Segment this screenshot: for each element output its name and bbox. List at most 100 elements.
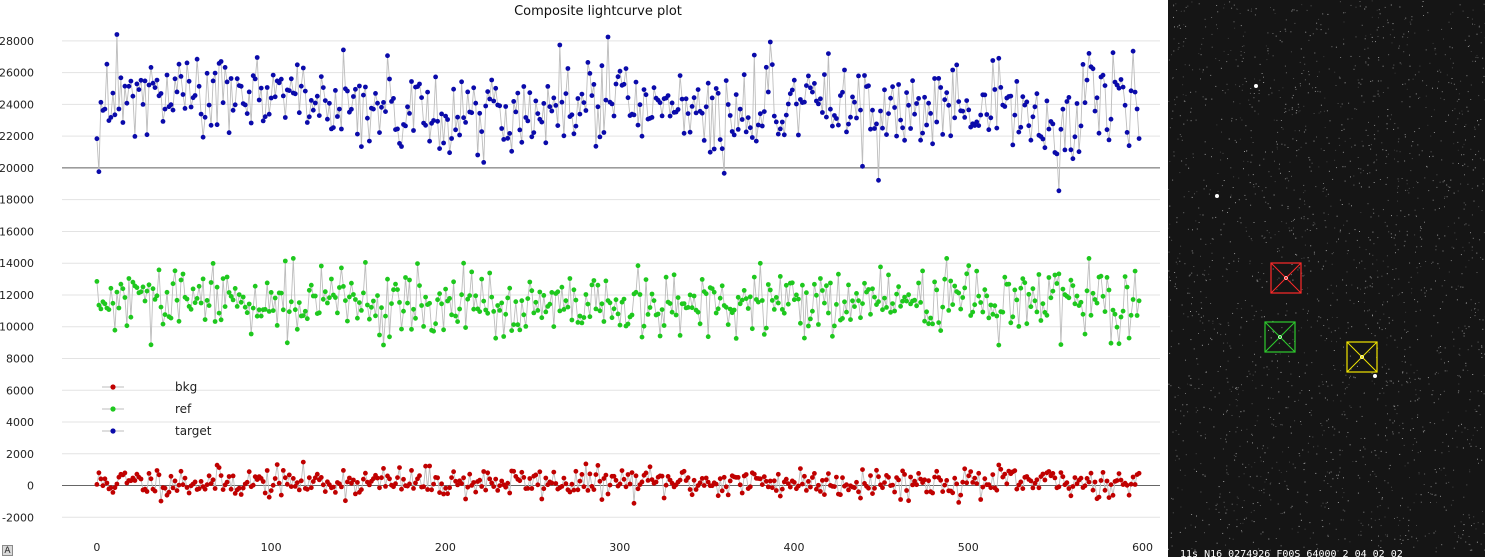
point-bkg bbox=[296, 487, 302, 493]
ref-aperture-box[interactable] bbox=[1264, 321, 1296, 353]
point-bkg bbox=[519, 469, 525, 475]
point-target bbox=[112, 112, 118, 118]
point-bkg bbox=[353, 491, 358, 497]
point-ref bbox=[511, 322, 517, 327]
point-ref bbox=[138, 289, 144, 295]
point-target bbox=[850, 94, 855, 100]
point-target bbox=[946, 102, 952, 108]
point-bkg bbox=[956, 500, 962, 505]
point-bkg bbox=[170, 485, 176, 491]
point-target bbox=[990, 58, 996, 63]
point-bkg bbox=[413, 480, 418, 486]
point-ref bbox=[717, 295, 723, 301]
point-target bbox=[174, 89, 180, 95]
point-target bbox=[198, 111, 204, 117]
point-ref bbox=[990, 311, 996, 317]
point-bkg bbox=[856, 489, 861, 495]
point-target bbox=[306, 114, 312, 120]
point-ref bbox=[477, 309, 483, 314]
point-ref bbox=[559, 284, 565, 290]
point-ref bbox=[1066, 295, 1072, 301]
point-target bbox=[840, 89, 845, 95]
point-bkg bbox=[104, 480, 110, 486]
point-target bbox=[276, 80, 282, 86]
point-ref bbox=[765, 282, 771, 287]
point-target bbox=[180, 92, 186, 97]
point-ref bbox=[926, 321, 931, 327]
point-ref bbox=[140, 284, 146, 290]
point-target bbox=[445, 117, 450, 122]
point-bkg bbox=[431, 481, 436, 487]
legend-marker-bkg bbox=[110, 384, 116, 390]
point-ref bbox=[579, 320, 585, 326]
point-ref bbox=[836, 271, 841, 277]
point-target bbox=[866, 83, 871, 89]
target-aperture-box[interactable] bbox=[1270, 262, 1302, 294]
point-ref bbox=[198, 300, 204, 306]
point-target bbox=[533, 98, 539, 104]
point-bkg bbox=[677, 477, 683, 483]
point-ref bbox=[571, 287, 577, 293]
corner-badge[interactable]: A bbox=[2, 545, 13, 556]
point-target bbox=[427, 138, 432, 144]
point-bkg bbox=[182, 475, 188, 481]
point-bkg bbox=[481, 469, 487, 474]
point-ref bbox=[912, 297, 917, 303]
point-bkg bbox=[996, 462, 1002, 468]
point-bkg bbox=[208, 481, 214, 486]
point-target bbox=[264, 85, 270, 90]
point-target bbox=[1104, 127, 1110, 133]
point-ref bbox=[385, 276, 390, 282]
point-ref bbox=[794, 292, 799, 298]
point-target bbox=[836, 122, 841, 128]
point-target bbox=[978, 112, 984, 118]
point-ref bbox=[397, 300, 402, 305]
point-bkg bbox=[645, 478, 651, 483]
point-bkg bbox=[250, 482, 256, 488]
point-bkg bbox=[449, 475, 454, 480]
star-field-image[interactable]: 11s N16 0274926 F00S 64000 2 04 02 02 bbox=[1168, 0, 1485, 557]
point-target bbox=[860, 163, 865, 169]
point-ref bbox=[735, 294, 741, 300]
point-target bbox=[1046, 126, 1052, 132]
point-ref bbox=[1130, 297, 1136, 302]
point-bkg bbox=[286, 472, 292, 478]
point-ref bbox=[431, 328, 436, 334]
point-bkg bbox=[599, 497, 605, 502]
point-bkg bbox=[785, 481, 791, 486]
point-target bbox=[595, 104, 601, 110]
point-ref bbox=[709, 286, 715, 291]
point-ref bbox=[341, 284, 346, 289]
point-ref bbox=[148, 342, 154, 348]
point-ref bbox=[994, 313, 1000, 319]
star-field-canvas[interactable] bbox=[1168, 0, 1485, 557]
point-target bbox=[587, 71, 593, 76]
point-ref bbox=[777, 274, 783, 279]
point-bkg bbox=[1042, 477, 1048, 483]
point-bkg bbox=[713, 481, 719, 487]
point-bkg bbox=[866, 485, 871, 491]
point-ref bbox=[1030, 286, 1036, 292]
point-ref bbox=[733, 336, 739, 341]
point-bkg bbox=[100, 483, 106, 489]
chart-title: Composite lightcurve plot bbox=[514, 4, 682, 19]
y-tick-label: 8000 bbox=[6, 352, 34, 365]
point-target bbox=[926, 100, 931, 106]
point-bkg bbox=[377, 485, 382, 491]
point-bkg bbox=[1012, 468, 1018, 474]
point-ref bbox=[549, 290, 555, 295]
point-ref bbox=[176, 318, 182, 324]
point-target bbox=[585, 60, 591, 65]
point-ref bbox=[601, 319, 607, 324]
bkg-aperture-box[interactable] bbox=[1346, 341, 1378, 373]
point-bkg bbox=[1084, 476, 1090, 481]
point-target bbox=[357, 83, 362, 89]
point-bkg bbox=[635, 486, 641, 492]
point-target bbox=[359, 144, 364, 150]
point-bkg bbox=[858, 495, 863, 501]
point-target bbox=[116, 106, 122, 112]
point-bkg bbox=[122, 470, 128, 476]
point-bkg bbox=[804, 488, 809, 493]
point-target bbox=[982, 92, 988, 98]
point-bkg bbox=[1040, 471, 1046, 477]
